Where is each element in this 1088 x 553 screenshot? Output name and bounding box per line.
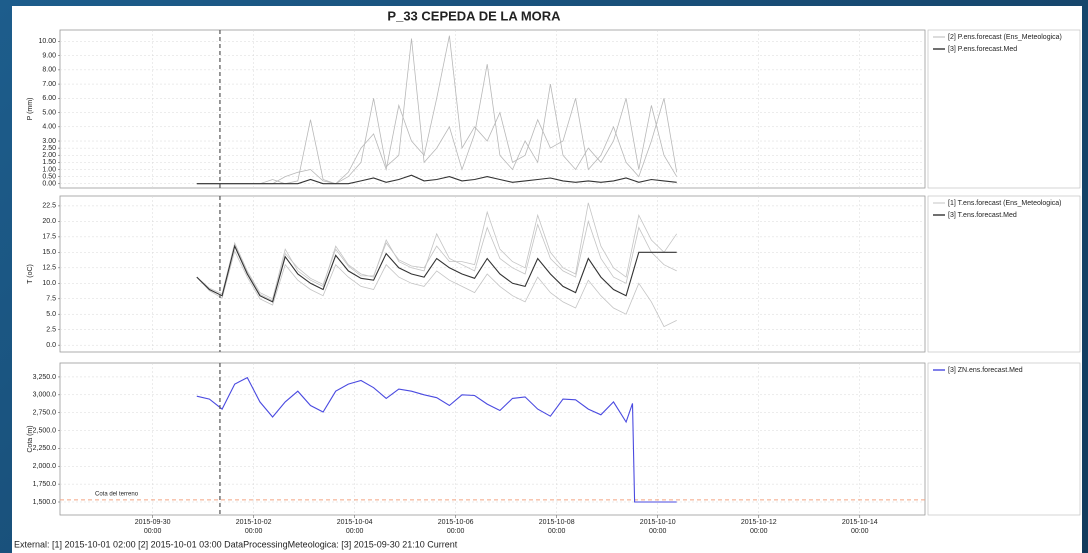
y-tick-label: 0.00 <box>42 181 56 188</box>
y-tick-label: 10.0 <box>42 280 56 287</box>
footer: External: [1] 2015-10-01 02:00 [2] 2015-… <box>14 539 458 549</box>
y-tick-label: 3,000.0 <box>33 392 56 399</box>
x-tick-label: 2015-10-12 00:00 <box>741 519 777 535</box>
x-tick-label: 2015-10-10 00:00 <box>640 519 676 535</box>
ensemble-line <box>196 35 678 185</box>
y-tick-label: 4.00 <box>42 124 56 131</box>
y-tick-label: 2.00 <box>42 152 56 159</box>
y-tick-label: 3,250.0 <box>33 374 56 381</box>
x-tick-label-line: 2015-10-08 <box>539 519 575 526</box>
y-tick-label: 9.00 <box>42 52 56 59</box>
legend-frame <box>927 195 1081 353</box>
x-tick-label-line: 00:00 <box>851 528 869 535</box>
chart-title: P_33 CEPEDA DE LA MORA <box>387 8 561 23</box>
y-tick-label: 10.00 <box>38 38 56 45</box>
legend-label: [2] P.ens.forecast (Ens_Meteologica) <box>948 34 1062 41</box>
x-tick-label-line: 2015-10-10 <box>640 519 676 526</box>
legend-label: [3] ZN.ens.forecast.Med <box>948 367 1023 374</box>
reference-label: Cota del terreno <box>95 491 139 497</box>
legend-label: [3] T.ens.forecast.Med <box>948 212 1017 219</box>
x-tick-label: 2015-10-06 00:00 <box>438 519 474 535</box>
plot-frame <box>59 362 926 516</box>
x-tick-label-line: 2015-10-14 <box>842 519 878 526</box>
y-tick-label: 3.00 <box>42 138 56 145</box>
median-line <box>196 244 677 303</box>
legend-frame <box>927 29 1081 189</box>
median-line <box>196 376 677 503</box>
y-tick-label: 1.00 <box>42 166 56 173</box>
x-tick-label-line: 00:00 <box>144 528 162 535</box>
ensemble-line <box>196 219 677 300</box>
x-tick-label: 2015-10-08 00:00 <box>539 519 575 535</box>
x-tick-label-line: 2015-10-06 <box>438 519 474 526</box>
x-tick-label-line: 2015-10-12 <box>741 519 777 526</box>
y-tick-label: 7.5 <box>46 296 56 303</box>
y-tick-label: 5.0 <box>46 311 56 318</box>
plot-frame <box>59 195 926 353</box>
y-tick-label: 2,750.0 <box>33 410 56 417</box>
legend-label: [3] P.ens.forecast.Med <box>948 46 1017 53</box>
legend-frame <box>927 362 1081 516</box>
median-line <box>196 174 677 185</box>
y-tick-label: 20.0 <box>42 218 56 225</box>
y-tick-label: 0.50 <box>42 173 56 180</box>
y-tick-label: 17.5 <box>42 234 56 241</box>
window <box>12 6 1082 553</box>
y-tick-label: 7.00 <box>42 81 56 88</box>
x-tick-label-line: 2015-10-02 <box>236 519 272 526</box>
x-tick-label-line: 2015-09-30 <box>135 519 171 526</box>
x-tick-label-line: 2015-10-04 <box>337 519 373 526</box>
y-tick-label: 2.5 <box>46 327 56 334</box>
x-tick-label-line: 00:00 <box>346 528 364 535</box>
y-tick-label: 1,750.0 <box>33 481 56 488</box>
legend-label: [1] T.ens.forecast (Ens_Meteologica) <box>948 200 1061 207</box>
x-tick-label: 2015-10-14 00:00 <box>842 519 878 535</box>
x-tick-label-line: 00:00 <box>548 528 566 535</box>
y-axis-label: P (mm) <box>27 98 34 121</box>
plot-frame <box>59 29 926 189</box>
y-tick-label: 0.0 <box>46 342 56 349</box>
x-tick-label: 2015-09-30 00:00 <box>135 519 171 535</box>
ensemble-line <box>196 249 677 328</box>
x-tick-label-line: 00:00 <box>447 528 465 535</box>
y-tick-label: 8.00 <box>42 67 56 74</box>
y-tick-label: 2.50 <box>42 145 56 152</box>
y-axis-label: Cota (m) <box>27 425 34 452</box>
y-tick-label: 12.5 <box>42 265 56 272</box>
y-tick-label: 2,250.0 <box>33 445 56 452</box>
y-tick-label: 6.00 <box>42 95 56 102</box>
y-tick-label: 22.5 <box>42 203 56 210</box>
y-tick-label: 15.0 <box>42 249 56 256</box>
x-tick-label: 2015-10-02 00:00 <box>236 519 272 535</box>
y-tick-label: 2,500.0 <box>33 427 56 434</box>
y-axis-label: T (oC) <box>27 264 34 284</box>
x-tick-label-line: 00:00 <box>245 528 263 535</box>
y-tick-label: 2,000.0 <box>33 463 56 470</box>
x-tick-label: 2015-10-04 00:00 <box>337 519 373 535</box>
y-tick-label: 5.00 <box>42 109 56 116</box>
x-tick-label-line: 00:00 <box>750 528 768 535</box>
x-tick-label-line: 00:00 <box>649 528 667 535</box>
y-tick-label: 1.50 <box>42 159 56 166</box>
y-tick-label: 1,500.0 <box>33 499 56 506</box>
